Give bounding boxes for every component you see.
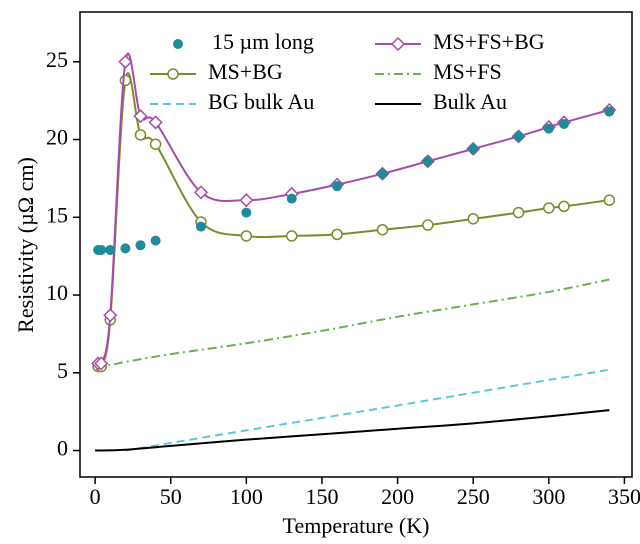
legend-label: MS+BG bbox=[208, 59, 283, 84]
x-tick-label: 350 bbox=[608, 484, 640, 509]
data-point bbox=[331, 228, 343, 241]
data-point bbox=[103, 308, 118, 323]
data-point bbox=[150, 235, 161, 246]
data-point bbox=[105, 244, 116, 255]
data-point bbox=[149, 138, 162, 150]
data-point bbox=[377, 168, 388, 179]
x-tick-label: 0 bbox=[90, 484, 101, 509]
data-point bbox=[512, 206, 525, 219]
y-tick-label: 25 bbox=[46, 47, 68, 72]
data-point bbox=[558, 200, 570, 213]
data-point bbox=[148, 115, 163, 130]
data-point bbox=[118, 54, 133, 69]
data-point bbox=[513, 131, 524, 142]
legend-label: Bulk Au bbox=[433, 89, 507, 114]
data-point bbox=[422, 219, 434, 231]
data-point bbox=[468, 143, 479, 154]
data-point bbox=[286, 193, 297, 204]
data-point bbox=[467, 213, 479, 225]
data-point bbox=[543, 123, 554, 134]
y-axis-label: Resistivity (µΩ cm) bbox=[13, 157, 38, 333]
y-tick-label: 0 bbox=[57, 436, 68, 461]
y-tick-label: 15 bbox=[46, 202, 68, 227]
x-tick-label: 100 bbox=[230, 484, 263, 509]
x-tick-label: 150 bbox=[305, 484, 338, 509]
series-line bbox=[95, 409, 610, 452]
legend-marker bbox=[167, 68, 179, 80]
y-tick-label: 20 bbox=[46, 125, 68, 150]
data-point bbox=[195, 221, 206, 232]
x-tick-label: 300 bbox=[532, 484, 565, 509]
data-point bbox=[134, 129, 147, 141]
series-line bbox=[95, 278, 610, 367]
data-point bbox=[94, 356, 109, 371]
data-point bbox=[239, 193, 254, 208]
data-point bbox=[543, 202, 555, 214]
x-tick-label: 250 bbox=[457, 484, 490, 509]
data-point bbox=[120, 243, 131, 254]
x-tick-label: 200 bbox=[381, 484, 414, 509]
plot-frame bbox=[79, 11, 633, 478]
x-axis-label: Temperature (K) bbox=[283, 513, 430, 538]
data-point bbox=[133, 109, 148, 124]
legend-label: BG bulk Au bbox=[208, 89, 314, 114]
data-point bbox=[240, 230, 253, 242]
data-point bbox=[119, 74, 132, 87]
data-point bbox=[193, 185, 209, 200]
data-point bbox=[604, 106, 615, 117]
data-point bbox=[241, 207, 252, 218]
legend-marker bbox=[390, 36, 406, 52]
data-point bbox=[603, 194, 616, 206]
data-point bbox=[135, 240, 146, 251]
legend-label: 15 µm long bbox=[212, 29, 314, 54]
y-tick-label: 10 bbox=[46, 280, 68, 305]
data-point bbox=[96, 244, 107, 255]
data-point bbox=[558, 118, 569, 129]
series-line bbox=[125, 368, 610, 452]
legend-marker bbox=[173, 39, 183, 49]
data-point bbox=[332, 181, 343, 192]
y-tick-label: 5 bbox=[57, 358, 68, 383]
data-point bbox=[422, 156, 433, 167]
legend-label: MS+FS bbox=[433, 59, 502, 84]
data-point bbox=[285, 230, 298, 242]
legend-label: MS+FS+BG bbox=[433, 29, 545, 54]
x-tick-label: 50 bbox=[160, 484, 182, 509]
data-point bbox=[376, 223, 389, 236]
